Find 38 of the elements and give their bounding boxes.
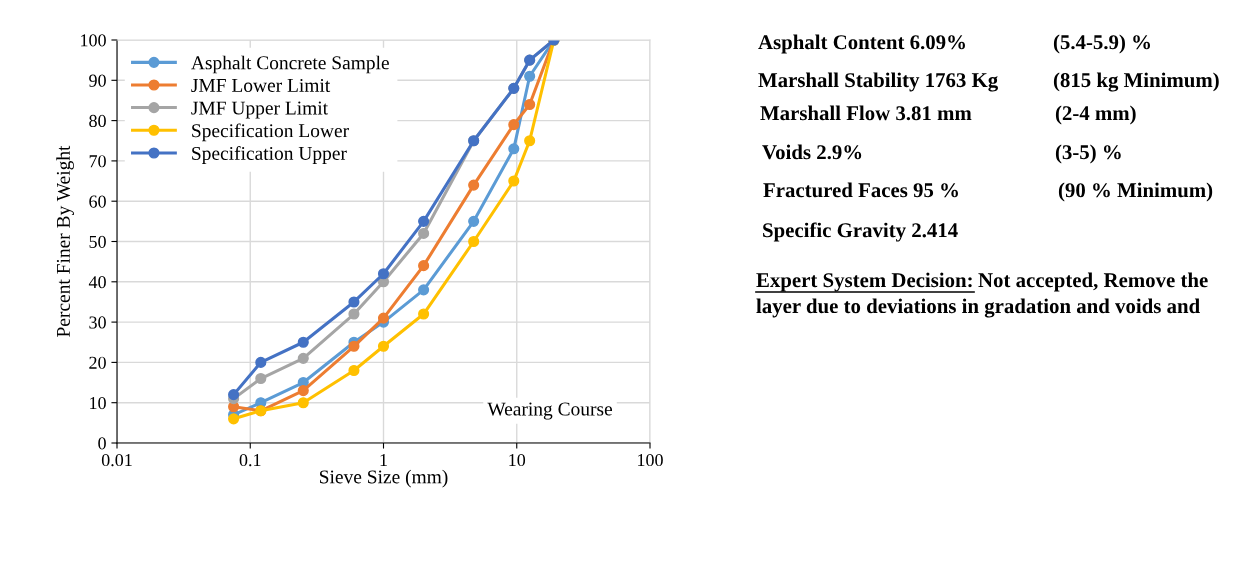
y-tick-label: 50 [89,235,106,248]
text: Not accepted, Remove the [978,272,1208,292]
x-tick-label: 0.1 [239,453,261,467]
y-tick-label: 60 [89,195,106,208]
text: Fractured Faces 95 % [763,182,958,198]
y-tick-label: 30 [89,316,106,329]
x-axis-title: Sieve Size (mm) [320,469,448,488]
text: (2-4 mm) [1055,105,1136,125]
y-axis-title: Percent Finer By Weight [56,145,74,337]
y-tick-label: 0 [98,437,106,450]
text: Specific Gravity 2.414 [763,222,958,242]
y-tick-label: 100 [81,34,106,47]
text: Marshall Stability 1763 Kg [758,72,998,92]
legend-label: Asphalt Concrete Sample [191,55,389,74]
annotation: Wearing Course [487,402,613,420]
text: (3-5) % [1055,144,1121,164]
x-tick-label: 10 [509,453,526,467]
text: Marshall Flow 3.81 mm [760,105,972,121]
y-tick-label: 10 [90,396,106,410]
y-tick-label: 70 [89,155,106,168]
y-tick-label: 90 [89,74,106,87]
x-tick-label: 0.01 [101,453,132,467]
y-tick-label: 80 [89,114,106,128]
y-tick-label: 40 [88,276,106,289]
legend-label: Specification Lower [192,123,349,142]
text: Expert System Decision: [756,272,972,292]
legend-label: JMF Lower Limit [191,78,331,92]
x-tick-label: 1 [380,454,387,466]
text: (90 % Minimum) [1058,182,1213,202]
x-tick-label: 100 [638,453,663,467]
y-tick-label: 20 [89,356,106,369]
legend-label: Specification Upper [192,146,347,164]
text: (815 kg Minimum) [1053,72,1219,92]
text: layer due to deviations in gradation and voids and [756,298,1200,318]
text: Voids 2.9% [762,144,862,160]
text: Asphalt Content 6.09% [758,34,965,54]
legend-label: JMF Upper Limit [191,101,328,119]
text: (5.4-5.9) % [1053,34,1150,54]
